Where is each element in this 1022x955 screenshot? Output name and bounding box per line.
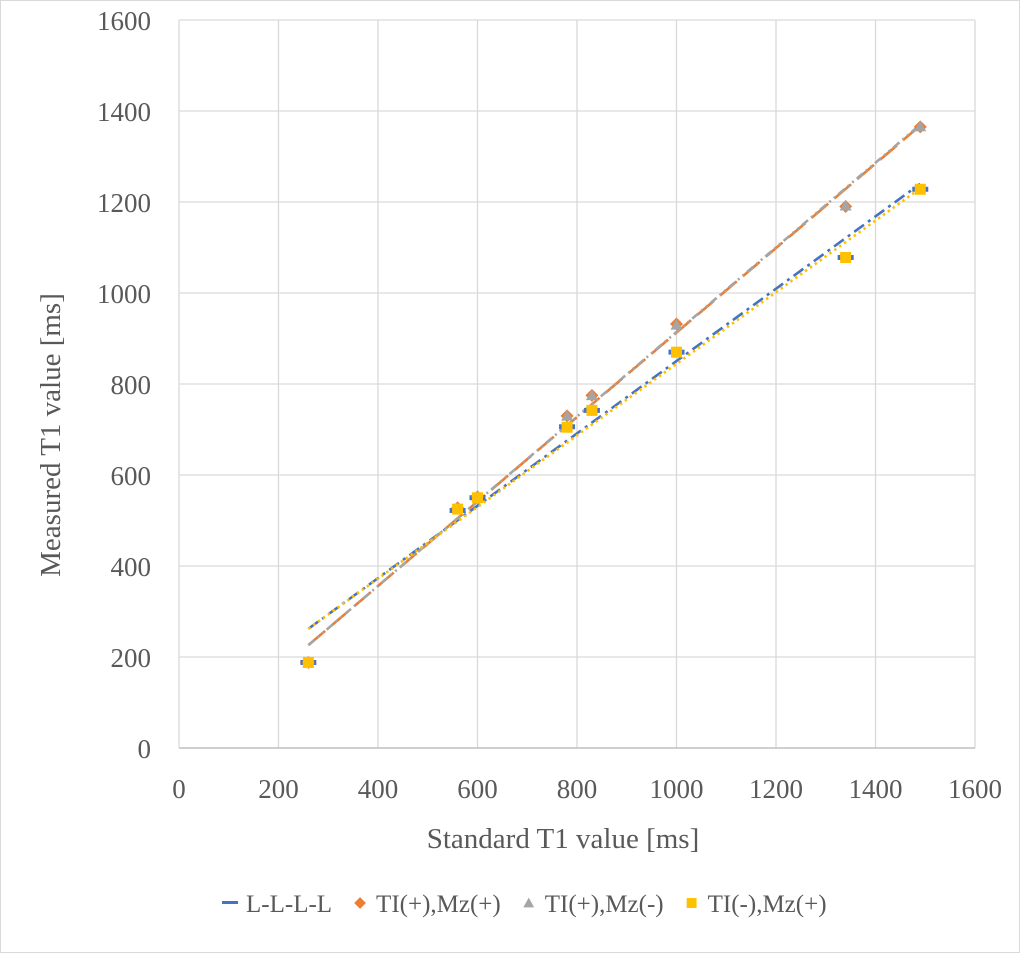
axes: [178, 20, 975, 749]
data-point: [585, 389, 598, 401]
legend-item: TI(+),Mz(-): [523, 891, 664, 918]
trendlines: [307, 123, 922, 647]
legend-label: TI(-),Mz(+): [708, 891, 827, 918]
x-tick-label: 800: [557, 774, 598, 804]
legend-item: TI(+),Mz(+): [354, 891, 501, 918]
data-point: [670, 318, 683, 330]
x-tick-label: 600: [457, 774, 498, 804]
data-point: [914, 183, 926, 195]
x-tick-label: 0: [172, 774, 186, 804]
data-point: [586, 404, 598, 416]
legend-item: TI(-),Mz(+): [686, 891, 827, 918]
y-tick-label: 600: [111, 461, 152, 491]
y-axis-title: Measured T1 value [ms]: [35, 293, 67, 577]
y-tick-label: 1200: [97, 188, 151, 218]
data-point: [840, 252, 852, 264]
x-tick-labels: 0 200 400 600 800 1000 1200 1400 1600: [172, 774, 1002, 804]
x-tick-label: 1000: [650, 774, 704, 804]
data-point: [472, 492, 483, 504]
data-point: [839, 199, 852, 211]
y-tick-label: 400: [111, 552, 152, 582]
y-tick-label: 800: [111, 370, 152, 400]
legend: L-L-L-L TI(+),Mz(+) TI(+),Mz(-) TI(-),Mz(+): [222, 891, 827, 918]
y-tick-labels: 0 200 400 600 800 1000 1200 1400 1600: [97, 6, 151, 764]
legend-marker: [523, 897, 535, 908]
data-point: [671, 346, 682, 358]
legend-label: TI(+),Mz(+): [376, 891, 501, 918]
gridlines: [179, 19, 976, 748]
y-tick-label: 200: [111, 643, 152, 673]
x-tick-label: 1400: [849, 774, 903, 804]
legend-label: TI(+),Mz(-): [545, 891, 664, 918]
legend-marker: [222, 901, 238, 904]
data-point: [452, 503, 464, 515]
legend-label: L-L-L-L: [246, 891, 332, 918]
data-points: [300, 120, 929, 669]
x-tick-label: 200: [258, 774, 299, 804]
legend-marker: [686, 898, 697, 908]
legend-item: L-L-L-L: [222, 891, 332, 918]
x-tick-label: 400: [358, 774, 399, 804]
y-tick-label: 0: [138, 734, 152, 764]
y-tick-label: 1000: [97, 279, 151, 309]
trendline: [307, 187, 922, 630]
trendline: [307, 123, 922, 647]
trendline: [307, 182, 922, 630]
data-point: [561, 409, 574, 421]
data-point: [914, 120, 927, 132]
x-tick-label: 1600: [948, 774, 1002, 804]
data-point: [561, 421, 573, 433]
x-tick-label: 1200: [749, 774, 803, 804]
x-axis-title: Standard T1 value [ms]: [427, 823, 699, 855]
legend-marker: [354, 897, 366, 909]
y-tick-label: 1400: [97, 97, 151, 127]
y-tick-label: 1600: [97, 6, 151, 36]
data-point: [302, 656, 314, 668]
